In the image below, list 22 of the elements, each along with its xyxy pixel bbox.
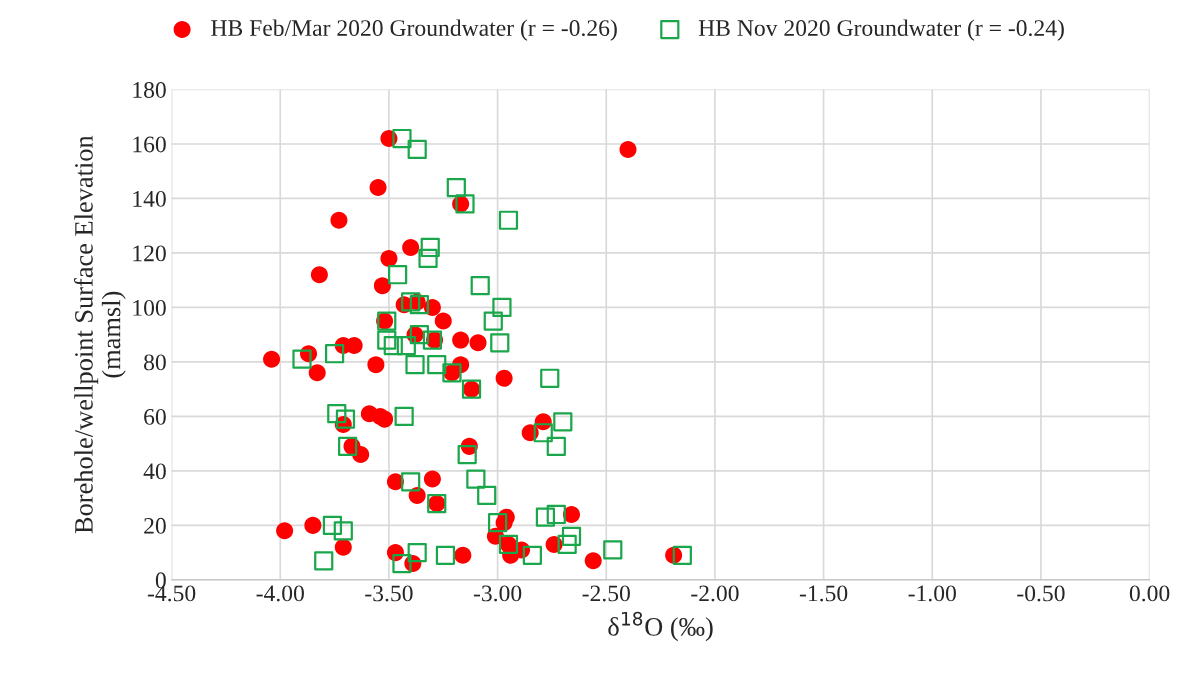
y-tick-label: 60 bbox=[144, 408, 166, 425]
x-tick-label: -2.00 bbox=[691, 585, 739, 602]
x-tick-label: 0.00 bbox=[1129, 585, 1170, 602]
x-tick-label: -1.00 bbox=[908, 585, 956, 602]
y-tick-label: 20 bbox=[144, 517, 166, 534]
x-tick-label: -3.00 bbox=[473, 585, 522, 602]
x-tick-label: -4.00 bbox=[256, 585, 304, 602]
legend-label: HB Feb/Mar 2020 Groundwater (r = -0.26) bbox=[211, 19, 617, 41]
y-tick-label: 40 bbox=[143, 463, 166, 480]
y-tick-label: 100 bbox=[133, 299, 166, 316]
x-tick-label: -0.50 bbox=[1017, 585, 1065, 602]
y-tick-label: 140 bbox=[133, 190, 166, 207]
x-tick-label: -2.50 bbox=[582, 585, 630, 602]
x-tick-label: -1.50 bbox=[799, 585, 848, 602]
y-axis-title: Borehole/wellpoint Surface Elevation (mamsl) bbox=[73, 135, 126, 534]
x-axis-title: δ$^{18}$O (‰) bbox=[608, 611, 713, 642]
x-tick-label: -3.50 bbox=[365, 585, 413, 602]
y-tick-label: 80 bbox=[144, 354, 166, 371]
y-tick-label: 120 bbox=[133, 245, 166, 262]
y-tick-label: 180 bbox=[133, 81, 166, 98]
legend-label: HB Nov 2020 Groundwater (r = -0.24) bbox=[698, 19, 1064, 41]
y-tick-label: 160 bbox=[133, 136, 166, 153]
